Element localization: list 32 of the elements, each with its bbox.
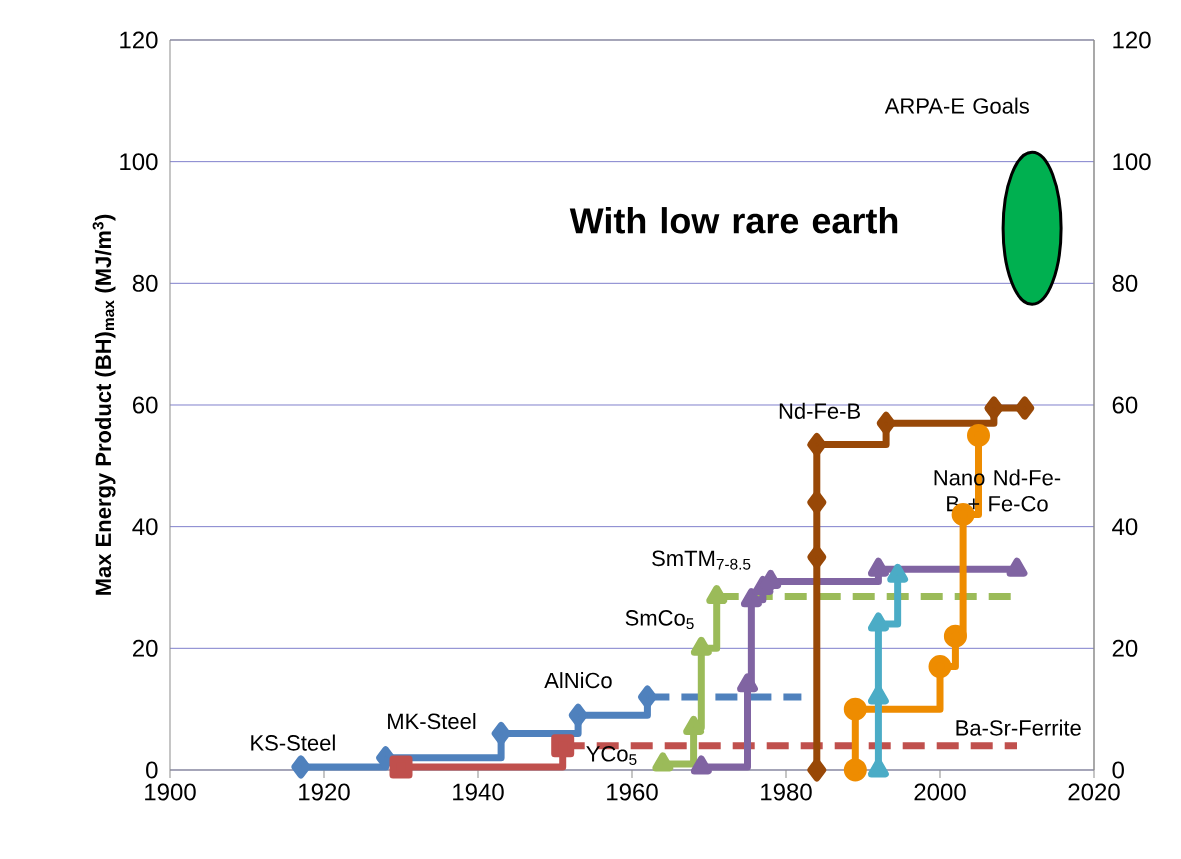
annotation: SmTM$_{7-8.5}$ [652, 550, 751, 570]
annotation: MK-Steel [388, 712, 476, 730]
y-tick-label: 40 [132, 518, 158, 536]
x-tick-label: 2000 [914, 783, 966, 801]
annotation: Ba-Sr-Ferrite [956, 719, 1081, 736]
annotation: With low rare earth [569, 207, 898, 234]
y-tick-label: 100 [120, 153, 158, 171]
x-tick-label: 1980 [761, 783, 812, 801]
x-tick-label: 1960 [607, 783, 658, 801]
annotation: Nd-Fe-B [779, 402, 860, 419]
y-tick-label: 0 [146, 761, 158, 779]
y2-tick-label: 100 [1113, 153, 1151, 171]
y2-tick-label: 120 [1113, 31, 1151, 49]
y2-tick-label: 0 [1112, 761, 1124, 779]
annotation: ARPA-E Goals [884, 97, 1029, 114]
y-tick-label: 120 [120, 31, 158, 49]
y2-tick-label: 80 [1112, 274, 1138, 292]
x-tick-label: 1900 [145, 783, 196, 801]
y-tick-label: 20 [132, 639, 158, 657]
annotation: KS-Steel [251, 734, 335, 751]
y-tick-label: 80 [132, 274, 158, 292]
annotation: AlNiCo [544, 672, 612, 689]
y-tick-label: 60 [133, 396, 158, 414]
y2-tick-label: 40 [1112, 518, 1138, 536]
annotation: SmCo$_{5}$ [625, 610, 694, 630]
x-tick-label: 2020 [1068, 783, 1120, 801]
y-axis-title: Max Energy Product (BH)$_{max}$ (MJ/m$^{3}$) [92, 214, 116, 595]
annotation: YCo$_{5}$ [586, 746, 637, 765]
y2-tick-label: 60 [1112, 396, 1138, 414]
x-tick-label: 1920 [299, 783, 350, 801]
x-tick-label: 1940 [453, 783, 504, 801]
y2-tick-label: 20 [1112, 639, 1138, 657]
